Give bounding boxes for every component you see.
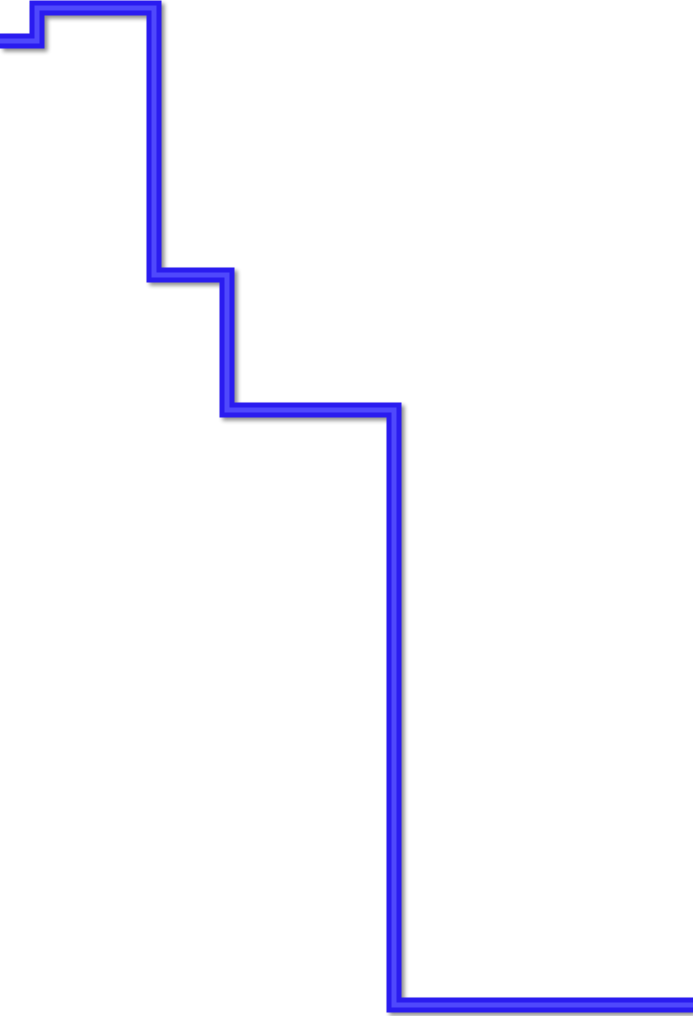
step-line-highlight (0, 5, 693, 1008)
